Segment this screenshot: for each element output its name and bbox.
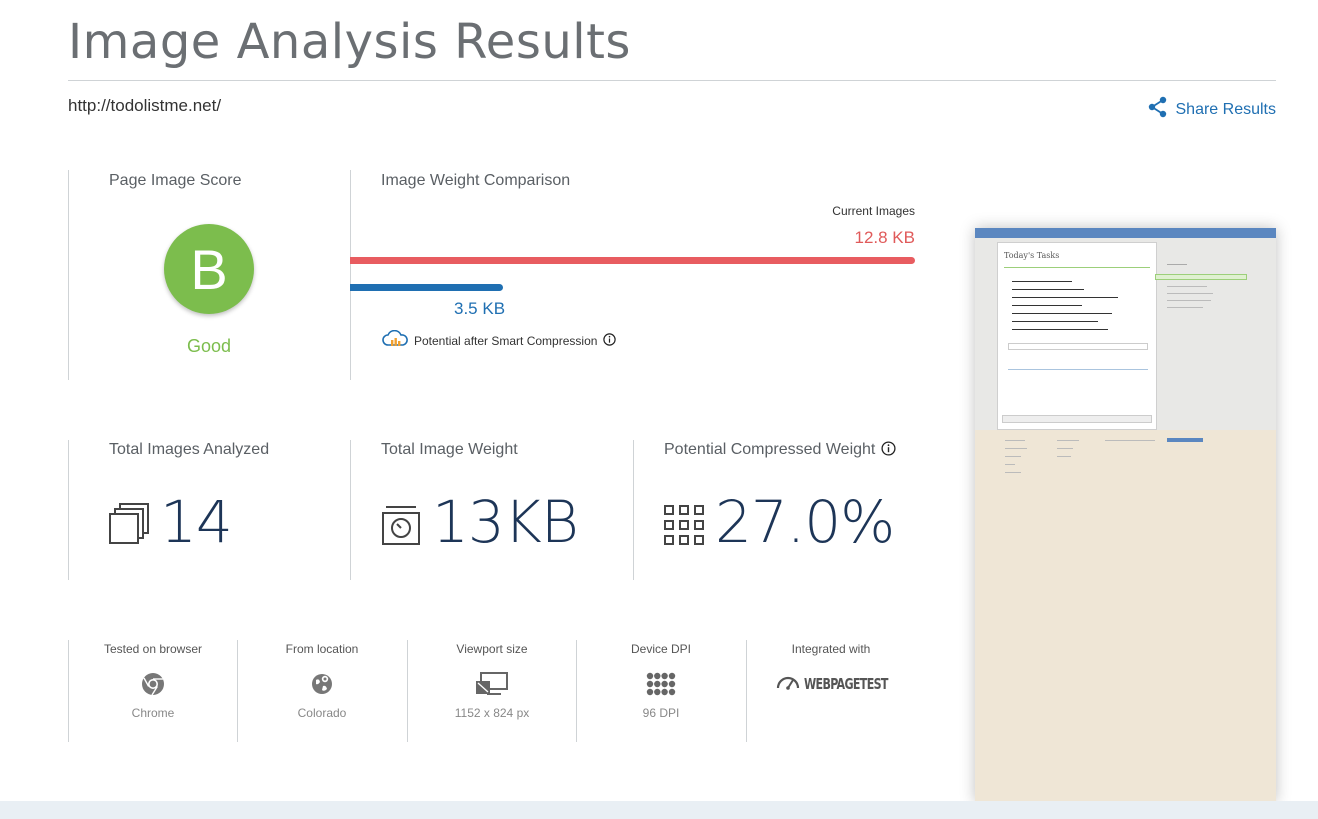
scale-icon	[382, 505, 420, 550]
divider	[407, 640, 408, 742]
potential-weight-value: 3.5 KB	[454, 299, 506, 318]
total-weight-label: Total Image Weight	[381, 441, 518, 458]
location-value: Colorado	[297, 706, 347, 720]
viewport-icon	[412, 672, 572, 696]
potential-compression-label: Potential after Smart Compression	[414, 333, 598, 348]
divider	[237, 640, 238, 742]
grade-text: Good	[186, 336, 232, 356]
divider	[68, 640, 69, 742]
stacked-images-icon	[109, 503, 151, 550]
page-image-score-label: Page Image Score	[109, 172, 242, 189]
preview-task-card: Today's Tasks	[997, 242, 1157, 430]
viewport-value: 1152 x 824 px	[454, 706, 530, 720]
webpagetest-text: WEBPAGETEST	[804, 674, 888, 693]
integrated-label: Integrated with	[791, 642, 871, 656]
current-images-value: 12.8 KB	[854, 228, 916, 247]
divider	[576, 640, 577, 742]
dpi-value: 96 DPI	[642, 706, 680, 720]
preview-header-bar	[975, 228, 1276, 238]
page-title: Image Analysis Results	[68, 14, 631, 70]
browser-value: Chrome	[131, 706, 175, 720]
potential-compression-note: Potential after Smart Compression	[382, 329, 617, 351]
divider	[68, 440, 69, 580]
divider	[746, 640, 747, 742]
location-label: From location	[285, 642, 359, 656]
footer-band	[0, 801, 1318, 819]
dpi-dots-icon	[581, 672, 741, 696]
total-images-label: Total Images Analyzed	[109, 441, 270, 458]
page-screenshot-preview[interactable]: Today's Tasks	[975, 228, 1276, 802]
compression-grid-icon	[664, 505, 704, 550]
total-weight-value: 13KB	[432, 488, 579, 556]
total-images-value: 14	[160, 488, 233, 556]
compressed-weight-label: Potential Compressed Weight	[664, 441, 876, 458]
speedometer-icon	[776, 672, 800, 695]
viewport-label: Viewport size	[456, 642, 528, 656]
globe-pin-icon	[242, 672, 402, 696]
divider	[68, 170, 69, 380]
browser-label: Tested on browser	[103, 642, 203, 656]
chrome-icon	[73, 672, 233, 696]
dpi-label: Device DPI	[630, 642, 692, 656]
cloud-compression-icon	[382, 329, 408, 351]
preview-selected-list	[1155, 274, 1247, 280]
weight-comparison-label: Image Weight Comparison	[381, 172, 571, 189]
info-icon[interactable]	[603, 332, 617, 349]
current-images-label: Current Images	[832, 204, 915, 218]
grade-badge: B	[164, 224, 254, 314]
share-results-button[interactable]: Share Results	[1148, 96, 1277, 123]
webpagetest-logo[interactable]: WEBPAGETEST	[776, 672, 906, 695]
analyzed-url: http://todolistme.net/	[68, 96, 222, 115]
share-icon	[1148, 96, 1168, 123]
info-icon[interactable]	[881, 441, 896, 461]
compressed-weight-value: 27.0%	[715, 488, 895, 556]
divider	[350, 440, 351, 580]
preview-card-title: Today's Tasks	[1004, 251, 1060, 260]
divider	[350, 170, 351, 380]
title-divider	[68, 80, 1276, 81]
divider	[633, 440, 634, 580]
potential-weight-bar	[350, 284, 503, 291]
share-results-label: Share Results	[1175, 100, 1277, 118]
current-weight-bar	[350, 257, 915, 264]
